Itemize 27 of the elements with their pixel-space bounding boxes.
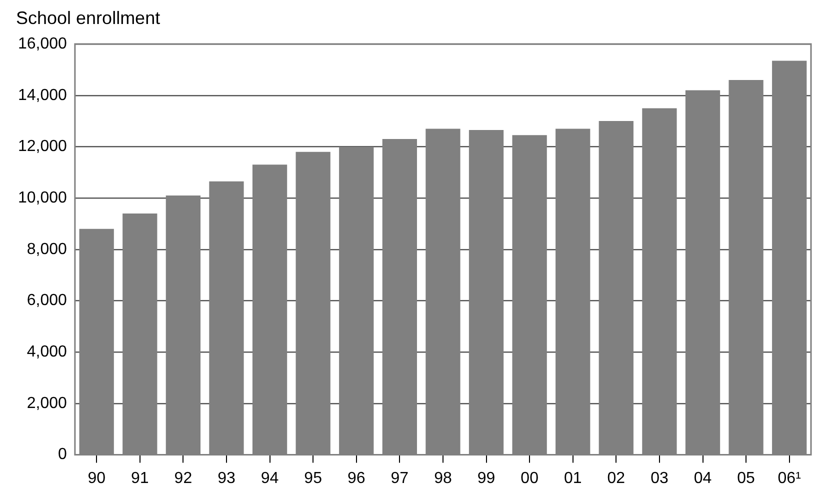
x-tick-label: 00 xyxy=(520,470,539,487)
x-tick-label: 93 xyxy=(218,470,236,487)
x-tick-label: 96 xyxy=(347,470,366,487)
y-tick-label: 2,000 xyxy=(26,394,68,412)
x-tick-label: 02 xyxy=(607,470,626,487)
x-tick-label: 04 xyxy=(694,470,712,487)
y-tick-label: 4,000 xyxy=(26,344,68,361)
y-tick-label: 6,000 xyxy=(26,292,68,310)
y-tick-label: 12,000 xyxy=(18,138,68,156)
x-tick-label: 92 xyxy=(174,470,192,487)
x-tick-label: 05 xyxy=(737,470,756,487)
x-tick-label: 90 xyxy=(88,470,106,487)
x-tick-label: 06¹ xyxy=(778,470,801,487)
x-tick-label: 98 xyxy=(434,470,452,487)
y-tick-label: 0 xyxy=(58,446,68,464)
x-tick-label: 01 xyxy=(564,470,582,487)
y-tick-label: 8,000 xyxy=(26,240,68,258)
x-tick-label: 03 xyxy=(650,470,668,487)
x-tick-label: 99 xyxy=(477,470,496,487)
x-tick-label: 97 xyxy=(390,470,409,487)
y-tick-label: 14,000 xyxy=(18,86,68,104)
x-tick-label: 94 xyxy=(260,470,279,487)
x-tick-label: 95 xyxy=(304,470,322,487)
chart-title: School enrollment xyxy=(16,8,160,29)
y-tick-label: 10,000 xyxy=(18,189,68,206)
x-tick-label: 91 xyxy=(130,470,149,487)
y-tick-label: 16,000 xyxy=(18,35,68,52)
